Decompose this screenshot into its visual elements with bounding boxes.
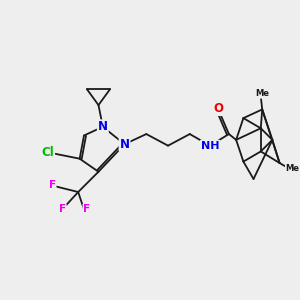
Text: N: N bbox=[120, 138, 130, 151]
Text: Me: Me bbox=[286, 164, 300, 173]
Text: N: N bbox=[98, 120, 108, 133]
Text: F: F bbox=[49, 180, 56, 190]
Text: Cl: Cl bbox=[41, 146, 54, 159]
Text: O: O bbox=[214, 102, 224, 115]
Text: F: F bbox=[83, 204, 90, 214]
Text: F: F bbox=[59, 204, 66, 214]
Text: Me: Me bbox=[255, 89, 269, 98]
Text: NH: NH bbox=[201, 141, 219, 151]
